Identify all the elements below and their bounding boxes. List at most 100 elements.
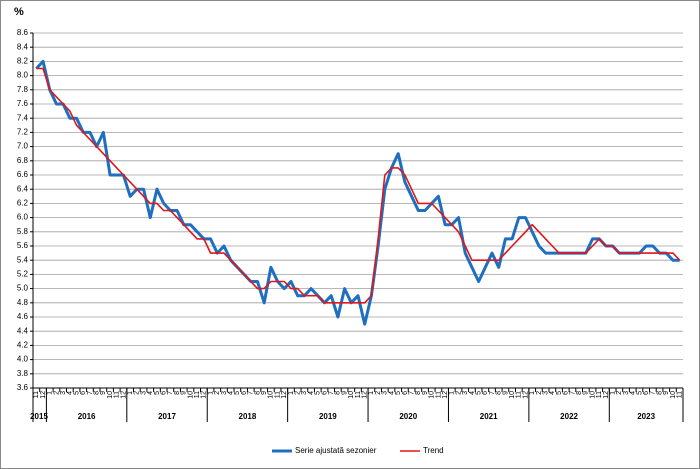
x-tick-label: 10 [107, 391, 114, 399]
x-tick-label: 8 [335, 391, 342, 395]
x-tick-label: 6 [321, 391, 328, 395]
x-tick-label: 8 [94, 391, 101, 395]
year-label: 2016 [78, 412, 96, 421]
y-tick-label: 4.8 [17, 298, 29, 307]
x-tick-label: 6 [402, 391, 409, 395]
x-tick-label: 10 [509, 391, 516, 399]
y-tick-label: 6.0 [17, 213, 29, 222]
x-tick-label: 6 [482, 391, 489, 395]
x-tick-label: 4 [630, 391, 637, 395]
x-tick-label: 6 [241, 391, 248, 395]
x-tick-label: 10 [670, 391, 677, 399]
year-label: 2020 [399, 412, 417, 421]
x-tick-label: 8 [656, 391, 663, 395]
x-tick-label: 9 [181, 391, 188, 395]
x-tick-label: 2 [375, 391, 382, 395]
x-tick-label: 7 [328, 391, 335, 395]
x-tick-label: 1 [368, 391, 375, 395]
y-tick-label: 6.4 [17, 184, 29, 193]
y-tick-label: 8.0 [17, 71, 29, 80]
y-tick-label: 7.2 [17, 128, 29, 137]
y-tick-label: 7.8 [17, 85, 29, 94]
x-tick-label: 4 [469, 391, 476, 395]
x-tick-label: 11 [355, 391, 362, 398]
x-tick-label: 9 [663, 391, 670, 395]
x-tick-label: 10 [429, 391, 436, 399]
x-tick-label: 12 [201, 391, 208, 399]
x-tick-label: 12 [522, 391, 529, 399]
x-tick-label: 10 [348, 391, 355, 399]
x-tick-label: 8 [174, 391, 181, 395]
y-tick-label: 5.0 [17, 284, 29, 293]
x-tick-label: 11 [435, 391, 442, 398]
legend-label: Trend [423, 446, 444, 455]
y-tick-label: 3.8 [17, 369, 29, 378]
x-tick-label: 3 [221, 391, 228, 395]
x-tick-label: 4 [308, 391, 315, 395]
x-tick-label: 1 [47, 391, 54, 395]
year-label: 2021 [480, 412, 498, 421]
x-tick-label: 1 [127, 391, 134, 395]
y-tick-label: 4.2 [17, 341, 29, 350]
x-tick-label: 2 [616, 391, 623, 395]
x-tick-label: 9 [100, 391, 107, 395]
y-tick-label: 4.6 [17, 312, 29, 321]
x-tick-label: 7 [87, 391, 94, 395]
x-tick-label: 2 [134, 391, 141, 395]
x-tick-label: 9 [583, 391, 590, 395]
y-tick-label: 5.6 [17, 241, 29, 250]
x-tick-label: 5 [395, 391, 402, 395]
x-tick-label: 3 [140, 391, 147, 395]
x-tick-label: 11 [114, 391, 121, 398]
y-tick-label: 8.6 [17, 28, 29, 37]
x-tick-label: 12 [281, 391, 288, 399]
x-tick-label: 8 [576, 391, 583, 395]
x-tick-label: 10 [268, 391, 275, 399]
y-axis-label: % [14, 6, 24, 18]
x-tick-label: 2 [295, 391, 302, 395]
x-tick-label: 2 [455, 391, 462, 395]
x-tick-label: 8 [415, 391, 422, 395]
y-tick-label: 4.4 [17, 326, 29, 335]
x-tick-label: 3 [542, 391, 549, 395]
x-tick-label: 3 [301, 391, 308, 395]
x-tick-label: 1 [529, 391, 536, 395]
y-tick-label: 7.0 [17, 142, 29, 151]
x-tick-label: 4 [228, 391, 235, 395]
x-tick-label: 4 [549, 391, 556, 395]
x-tick-label: 9 [502, 391, 509, 395]
x-tick-label: 12 [603, 391, 610, 399]
x-tick-label: 7 [408, 391, 415, 395]
y-tick-label: 6.8 [17, 156, 29, 165]
year-label: 2015 [30, 412, 48, 421]
x-tick-label: 10 [589, 391, 596, 399]
series-line [36, 67, 681, 304]
x-tick-label: 10 [187, 391, 194, 399]
x-tick-label: 11 [194, 391, 201, 398]
x-tick-label: 2 [53, 391, 60, 395]
x-tick-label: 7 [569, 391, 576, 395]
x-tick-label: 1 [288, 391, 295, 395]
x-tick-label: 6 [643, 391, 650, 395]
x-tick-label: 3 [60, 391, 67, 395]
x-tick-label: 4 [147, 391, 154, 395]
x-tick-label: 6 [80, 391, 87, 395]
year-label: 2017 [158, 412, 176, 421]
y-tick-label: 8.2 [17, 57, 29, 66]
year-label: 2019 [319, 412, 337, 421]
x-tick-label: 5 [636, 391, 643, 395]
x-tick-label: 2 [214, 391, 221, 395]
x-tick-label: 11 [676, 391, 683, 398]
x-tick-label: 5 [73, 391, 80, 395]
x-tick-label: 3 [382, 391, 389, 395]
y-tick-label: 3.6 [17, 383, 29, 392]
x-tick-label: 5 [475, 391, 482, 395]
y-tick-label: 7.6 [17, 99, 29, 108]
x-tick-label: 11 [33, 391, 40, 398]
x-tick-label: 8 [496, 391, 503, 395]
year-label: 2018 [239, 412, 257, 421]
x-tick-label: 12 [120, 391, 127, 399]
x-tick-label: 12 [442, 391, 449, 399]
